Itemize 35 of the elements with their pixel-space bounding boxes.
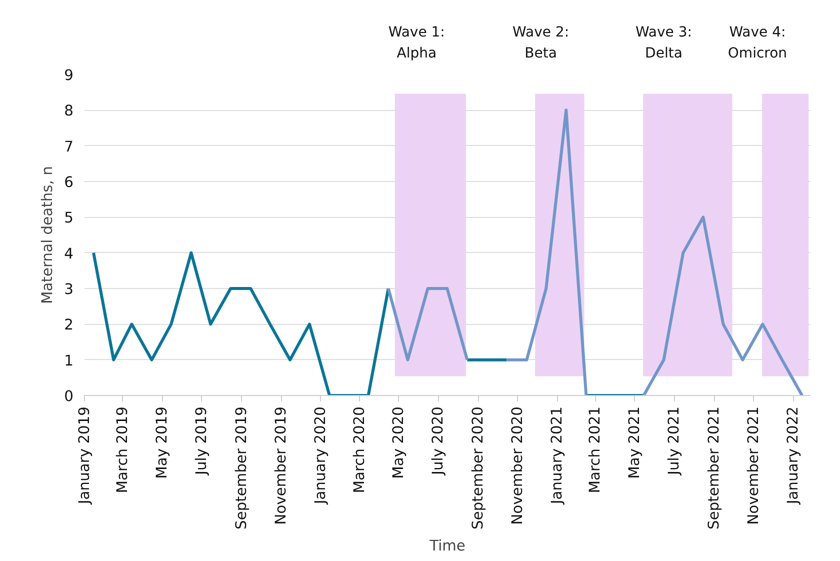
x-tick-label: July 2021 [666,406,683,476]
y-tick-label: 2 [64,316,74,334]
x-tick-label: January 2022 [784,406,802,506]
y-tick-label: 6 [64,174,74,191]
x-tick-label: November 2020 [509,406,526,525]
x-tick-label: September 2020 [470,406,487,530]
band-label: Wave 1: Alpha [388,24,445,62]
x-tick-label: November 2019 [272,406,290,525]
y-tick-label: 7 [64,138,74,156]
x-tick-label: January 2019 [76,406,93,506]
x-tick-label: September 2019 [233,406,250,530]
band-label: Wave 4: Omicron [728,24,788,62]
band-label: Wave 2: Beta [512,24,570,62]
y-axis-title: Maternal deaths, n [39,166,56,304]
x-tick-label: March 2020 [350,406,368,494]
y-tick-label: 3 [64,281,74,298]
x-axis-title: Time [428,537,466,554]
x-tick-label: September 2021 [706,406,723,530]
x-tick-label: November 2021 [745,406,762,525]
y-tick-label: 5 [64,210,74,227]
y-tick-label: 8 [64,102,74,120]
x-tick-label: May 2019 [154,406,171,479]
x-tick-label: March 2019 [114,406,132,494]
x-tick-label: March 2021 [586,406,604,494]
x-tick-label: July 2020 [430,406,447,476]
x-tick-label: January 2021 [548,406,566,506]
band-label: Wave 3: Delta [635,24,692,62]
x-tick-label: May 2020 [390,406,408,479]
x-tick-label: May 2021 [626,406,644,479]
y-tick-label: 0 [64,388,74,405]
x-tick-label: January 2020 [312,406,329,506]
x-tick-label: July 2019 [193,406,210,476]
y-tick-label: 9 [64,67,74,84]
y-tick-label: 1 [64,352,74,370]
y-tick-label: 4 [64,245,74,262]
